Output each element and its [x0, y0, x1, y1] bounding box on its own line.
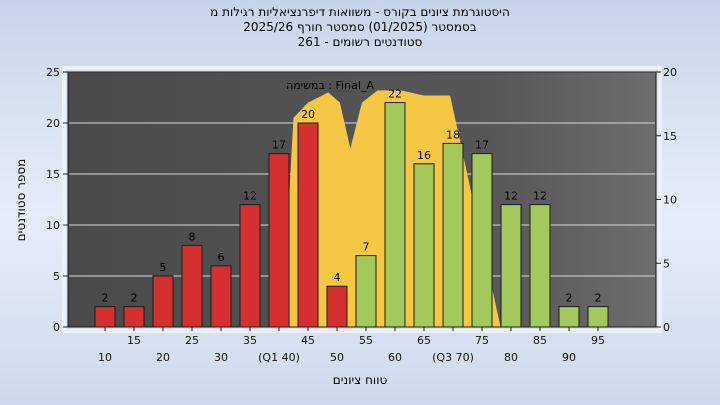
chart-title-block: היסטוגרמת ציונים בקורס - משוואות דיפרנצי… [0, 5, 720, 50]
x-tick-label: 95 [591, 334, 605, 347]
bar-value-label: 7 [363, 241, 370, 254]
bar-value-label: 6 [218, 251, 225, 264]
bar-80 [500, 204, 522, 328]
x-tick-label: 75 [475, 334, 489, 347]
bar-value-label: 17 [272, 139, 286, 152]
chart-title-line2: בסמסטר (01/2025) סמסטר חורף 2025/26 [243, 20, 477, 34]
y-right-tick-label: 15 [663, 130, 677, 143]
bar-50 [326, 285, 348, 328]
x-tick-label: (Q1 40) [258, 351, 300, 364]
bar-85 [529, 204, 551, 328]
x-tick-label: 10 [98, 351, 112, 364]
x-tick-label: 15 [127, 334, 141, 347]
bar-value-label: 12 [533, 190, 547, 203]
x-tick-label: 60 [388, 351, 402, 364]
x-tick-label: 35 [243, 334, 257, 347]
bar-value-label: 2 [566, 292, 573, 305]
x-tick-label: 85 [533, 334, 547, 347]
bar-value-label: 4 [334, 271, 341, 284]
x-tick-label: 50 [330, 351, 344, 364]
bar-20 [152, 275, 174, 328]
bar-90 [558, 306, 580, 328]
x-tick-label: 55 [359, 334, 373, 347]
bar-value-label: 18 [446, 128, 460, 141]
y-right-tick-label: 20 [663, 66, 677, 79]
bar-65 [413, 163, 435, 328]
bar-value-label: 5 [160, 261, 167, 274]
y-right-tick-label: 5 [663, 257, 670, 270]
bar-15 [123, 306, 145, 328]
chart-title-line3: סטודנטים רשומים - 261 [297, 35, 423, 49]
x-tick-label: (Q3 70) [432, 351, 474, 364]
y-axis-title: מספר סטודנטים [14, 158, 28, 242]
y-right-tick-label: 0 [663, 321, 670, 334]
bar-95 [587, 306, 609, 328]
x-tick-label: 20 [156, 351, 170, 364]
y-left-tick-label: 5 [53, 270, 60, 283]
x-tick-label: 25 [185, 334, 199, 347]
bar-value-label: 22 [388, 88, 402, 101]
bar-value-label: 2 [595, 292, 602, 305]
bar-value-label: 12 [243, 190, 257, 203]
bar-value-label: 2 [131, 292, 138, 305]
series-annotation: במשימה : Final_A [286, 79, 374, 92]
bar-(Q3 70) [442, 142, 464, 328]
x-axis-title: טווח ציונים [332, 373, 388, 387]
bar-value-label: 16 [417, 149, 431, 162]
bar-35 [239, 204, 261, 328]
y-right-tick-label: 10 [663, 194, 677, 207]
x-tick-label: 90 [562, 351, 576, 364]
bar-45 [297, 122, 319, 328]
x-tick-label: 65 [417, 334, 431, 347]
bar-value-label: 2 [102, 292, 109, 305]
bar-value-label: 8 [189, 230, 196, 243]
chart-title-line1: היסטוגרמת ציונים בקורס - משוואות דיפרנצי… [210, 5, 510, 19]
bar-value-label: 20 [301, 108, 315, 121]
bar-10 [94, 306, 116, 328]
bar-55 [355, 255, 377, 328]
bar-value-label: 12 [504, 190, 518, 203]
y-left-tick-label: 0 [53, 321, 60, 334]
bar-30 [210, 265, 232, 328]
x-tick-label: 30 [214, 351, 228, 364]
x-tick-label: 80 [504, 351, 518, 364]
y-left-tick-label: 20 [46, 117, 60, 130]
bars-group [94, 102, 609, 328]
y-left-tick-label: 15 [46, 168, 60, 181]
bar-75 [471, 153, 493, 328]
x-tick-label: 45 [301, 334, 315, 347]
y-left-tick-label: 25 [46, 66, 60, 79]
bar-value-label: 17 [475, 139, 489, 152]
bar-25 [181, 244, 203, 328]
bar-60 [384, 102, 406, 328]
y-left-tick-label: 10 [46, 219, 60, 232]
bar-(Q1 40) [268, 153, 290, 328]
